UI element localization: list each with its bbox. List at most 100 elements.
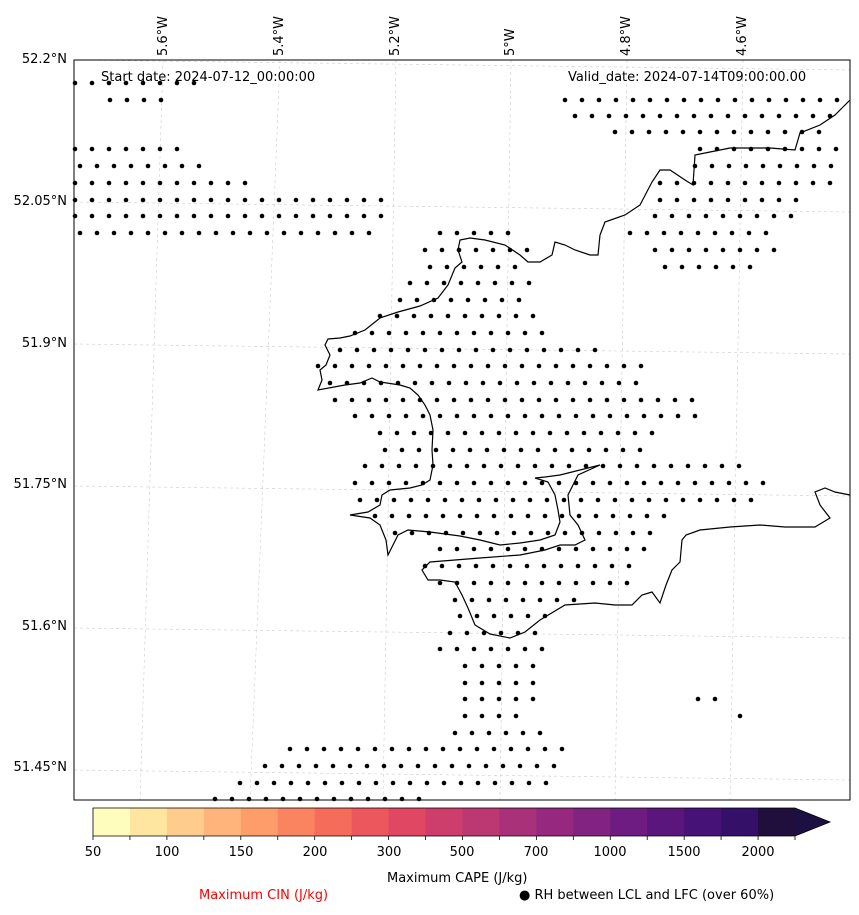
rh-dot <box>496 430 502 436</box>
rh-dot <box>641 413 647 419</box>
rh-dot <box>315 363 321 369</box>
rh-dot <box>123 146 129 152</box>
rh-dot <box>754 247 760 253</box>
rh-dot <box>513 713 519 719</box>
rh-dot <box>613 530 619 536</box>
rh-dot <box>522 413 528 419</box>
rh-dot <box>378 213 384 219</box>
rh-dot <box>743 480 749 486</box>
rh-dot <box>344 197 350 203</box>
rh-dot <box>391 497 397 503</box>
rh-dot <box>532 630 538 636</box>
rh-dot <box>492 280 498 286</box>
rh-dot <box>158 97 164 103</box>
rh-dot <box>657 180 663 186</box>
rh-dot <box>507 563 513 569</box>
rh-dot <box>293 213 299 219</box>
rh-dot <box>649 430 655 436</box>
rh-dot <box>72 213 78 219</box>
rh-dot <box>432 763 438 769</box>
rh-dot <box>440 513 446 519</box>
rh-dot <box>389 513 395 519</box>
graticule-line <box>73 769 851 781</box>
rh-dot <box>420 413 426 419</box>
graticule-line <box>73 59 851 71</box>
lat-label: 51.9°N <box>21 336 67 351</box>
rh-dot <box>599 380 605 386</box>
rh-dot <box>661 230 667 236</box>
rh-dot <box>471 646 477 652</box>
rh-dot <box>459 497 465 503</box>
lat-label: 51.6°N <box>21 619 67 634</box>
rh-dot <box>457 613 463 619</box>
rh-dot <box>507 347 513 353</box>
rh-dot <box>174 213 180 219</box>
rh-dot <box>428 313 434 319</box>
rh-dot <box>731 497 737 503</box>
rh-dot <box>732 97 738 103</box>
rh-dot <box>433 447 439 453</box>
rh-dot <box>362 463 368 469</box>
rh-dot <box>491 746 497 752</box>
rh-dot <box>327 380 333 386</box>
rh-dot <box>760 163 766 169</box>
rh-dot <box>697 497 703 503</box>
rh-dot <box>429 380 435 386</box>
rh-dot <box>542 513 548 519</box>
rh-dot <box>746 230 752 236</box>
rh-dot <box>406 513 412 519</box>
colorbar-segment <box>721 808 759 836</box>
rh-dot <box>462 313 468 319</box>
rh-dot <box>128 163 134 169</box>
rh-dot <box>522 330 528 336</box>
rh-dot <box>497 380 503 386</box>
rh-dot <box>89 80 95 86</box>
rh-dot <box>486 730 492 736</box>
rh-dot <box>369 413 375 419</box>
rh-dot <box>276 213 282 219</box>
rh-dot <box>522 646 528 652</box>
rh-dot <box>816 129 822 135</box>
rh-dot <box>503 730 509 736</box>
rh-dot <box>593 513 599 519</box>
rh-dot <box>612 129 618 135</box>
rh-dot <box>681 97 687 103</box>
rh-dot <box>646 129 652 135</box>
rh-dot <box>437 580 443 586</box>
rh-dot <box>528 530 534 536</box>
rh-dot <box>634 463 640 469</box>
rh-dot <box>539 413 545 419</box>
rh-dot <box>259 197 265 203</box>
rh-dot <box>748 146 754 152</box>
rh-dot <box>526 780 532 786</box>
rh-dot <box>668 463 674 469</box>
graticule-line <box>139 59 164 801</box>
rh-dot <box>554 597 560 603</box>
rh-dot <box>530 696 536 702</box>
rh-dot <box>454 230 460 236</box>
rh-dot <box>481 630 487 636</box>
rh-dot <box>530 663 536 669</box>
rh-dot <box>428 430 434 436</box>
rh-dot <box>592 347 598 353</box>
rh-dot <box>712 696 718 702</box>
rh-dot <box>254 780 260 786</box>
rh-dot <box>94 163 100 169</box>
rh-dot <box>322 780 328 786</box>
rh-dot <box>89 197 95 203</box>
rh-dot <box>488 546 494 552</box>
rh-dot <box>655 397 661 403</box>
rh-dot <box>349 230 355 236</box>
rh-dot <box>714 497 720 503</box>
rh-dot <box>565 380 571 386</box>
rh-dot <box>663 497 669 503</box>
rh-dot <box>518 447 524 453</box>
colorbar-segment <box>203 808 242 836</box>
rh-dot <box>644 513 650 519</box>
rh-dot <box>296 763 302 769</box>
rh-dot <box>469 597 475 603</box>
rh-dot <box>462 663 468 669</box>
rh-dot <box>490 247 496 253</box>
colorbar-segment <box>240 808 279 836</box>
